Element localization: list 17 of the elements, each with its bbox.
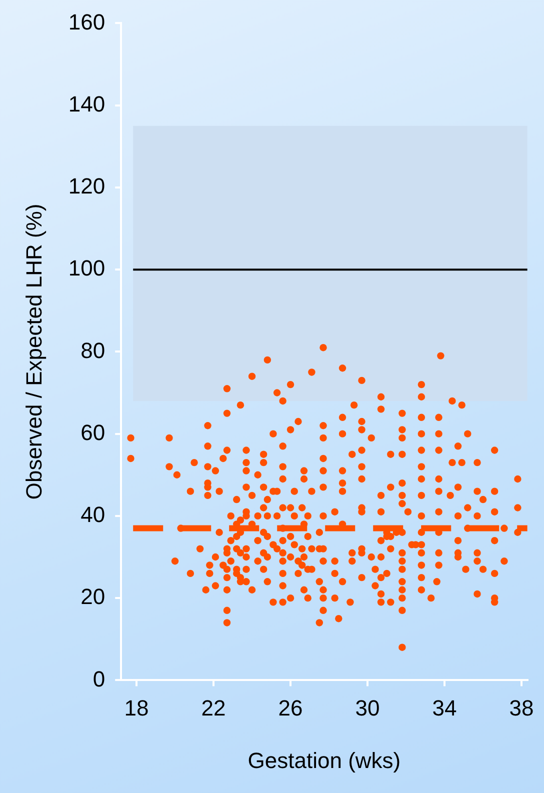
y-tick-label: 0 [92,666,106,692]
y-tick-label: 160 [68,9,106,34]
y-tick-label: 40 [80,502,106,528]
x-tick-label: 38 [509,695,534,720]
y-tick-label: 140 [68,91,106,116]
x-tick-label: 26 [278,695,303,720]
y-tick-label: 20 [80,584,106,610]
x-axis-title: Gestation (wks) [248,748,401,773]
y-tick-label: 60 [80,420,106,445]
y-tick-label: 120 [68,174,106,199]
x-tick-label: 22 [201,695,226,720]
x-tick-label: 18 [124,695,149,720]
x-tick-label: 30 [355,695,380,720]
y-tick-label: 100 [68,256,106,281]
x-tick-label: 34 [432,695,457,720]
y-axis-title: Observed / Expected LHR (%) [21,204,46,500]
y-tick-label: 80 [80,338,106,363]
